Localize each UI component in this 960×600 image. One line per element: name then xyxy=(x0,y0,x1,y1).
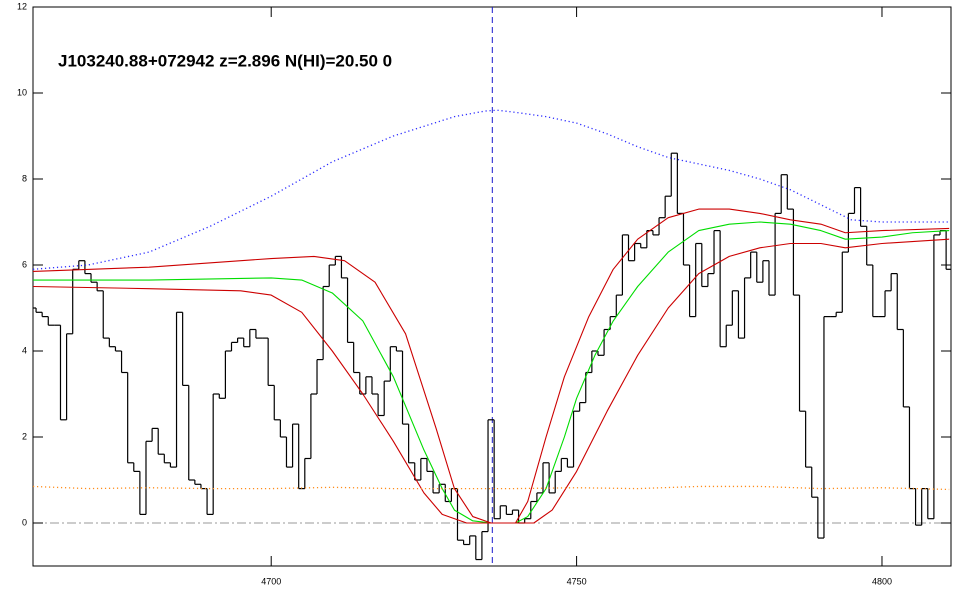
chart-title: J103240.88+072942 z=2.896 N(HI)=20.50 0 xyxy=(58,51,392,70)
series-line xyxy=(33,221,950,524)
y-tick-label: 10 xyxy=(17,87,27,97)
y-tick-label: 2 xyxy=(22,431,27,441)
x-tick-label: 4750 xyxy=(567,576,587,586)
series-line xyxy=(33,208,950,524)
x-tick-label: 4700 xyxy=(261,576,281,586)
series-line xyxy=(33,485,950,491)
y-tick-label: 12 xyxy=(17,1,27,11)
series-line xyxy=(33,109,950,270)
x-tick-label: 4800 xyxy=(872,576,892,586)
series-line xyxy=(33,238,950,524)
y-tick-label: 0 xyxy=(22,517,27,527)
y-tick-label: 8 xyxy=(22,173,27,183)
plot-area xyxy=(33,7,951,566)
y-tick-label: 6 xyxy=(22,259,27,269)
y-tick-label: 4 xyxy=(22,345,27,355)
